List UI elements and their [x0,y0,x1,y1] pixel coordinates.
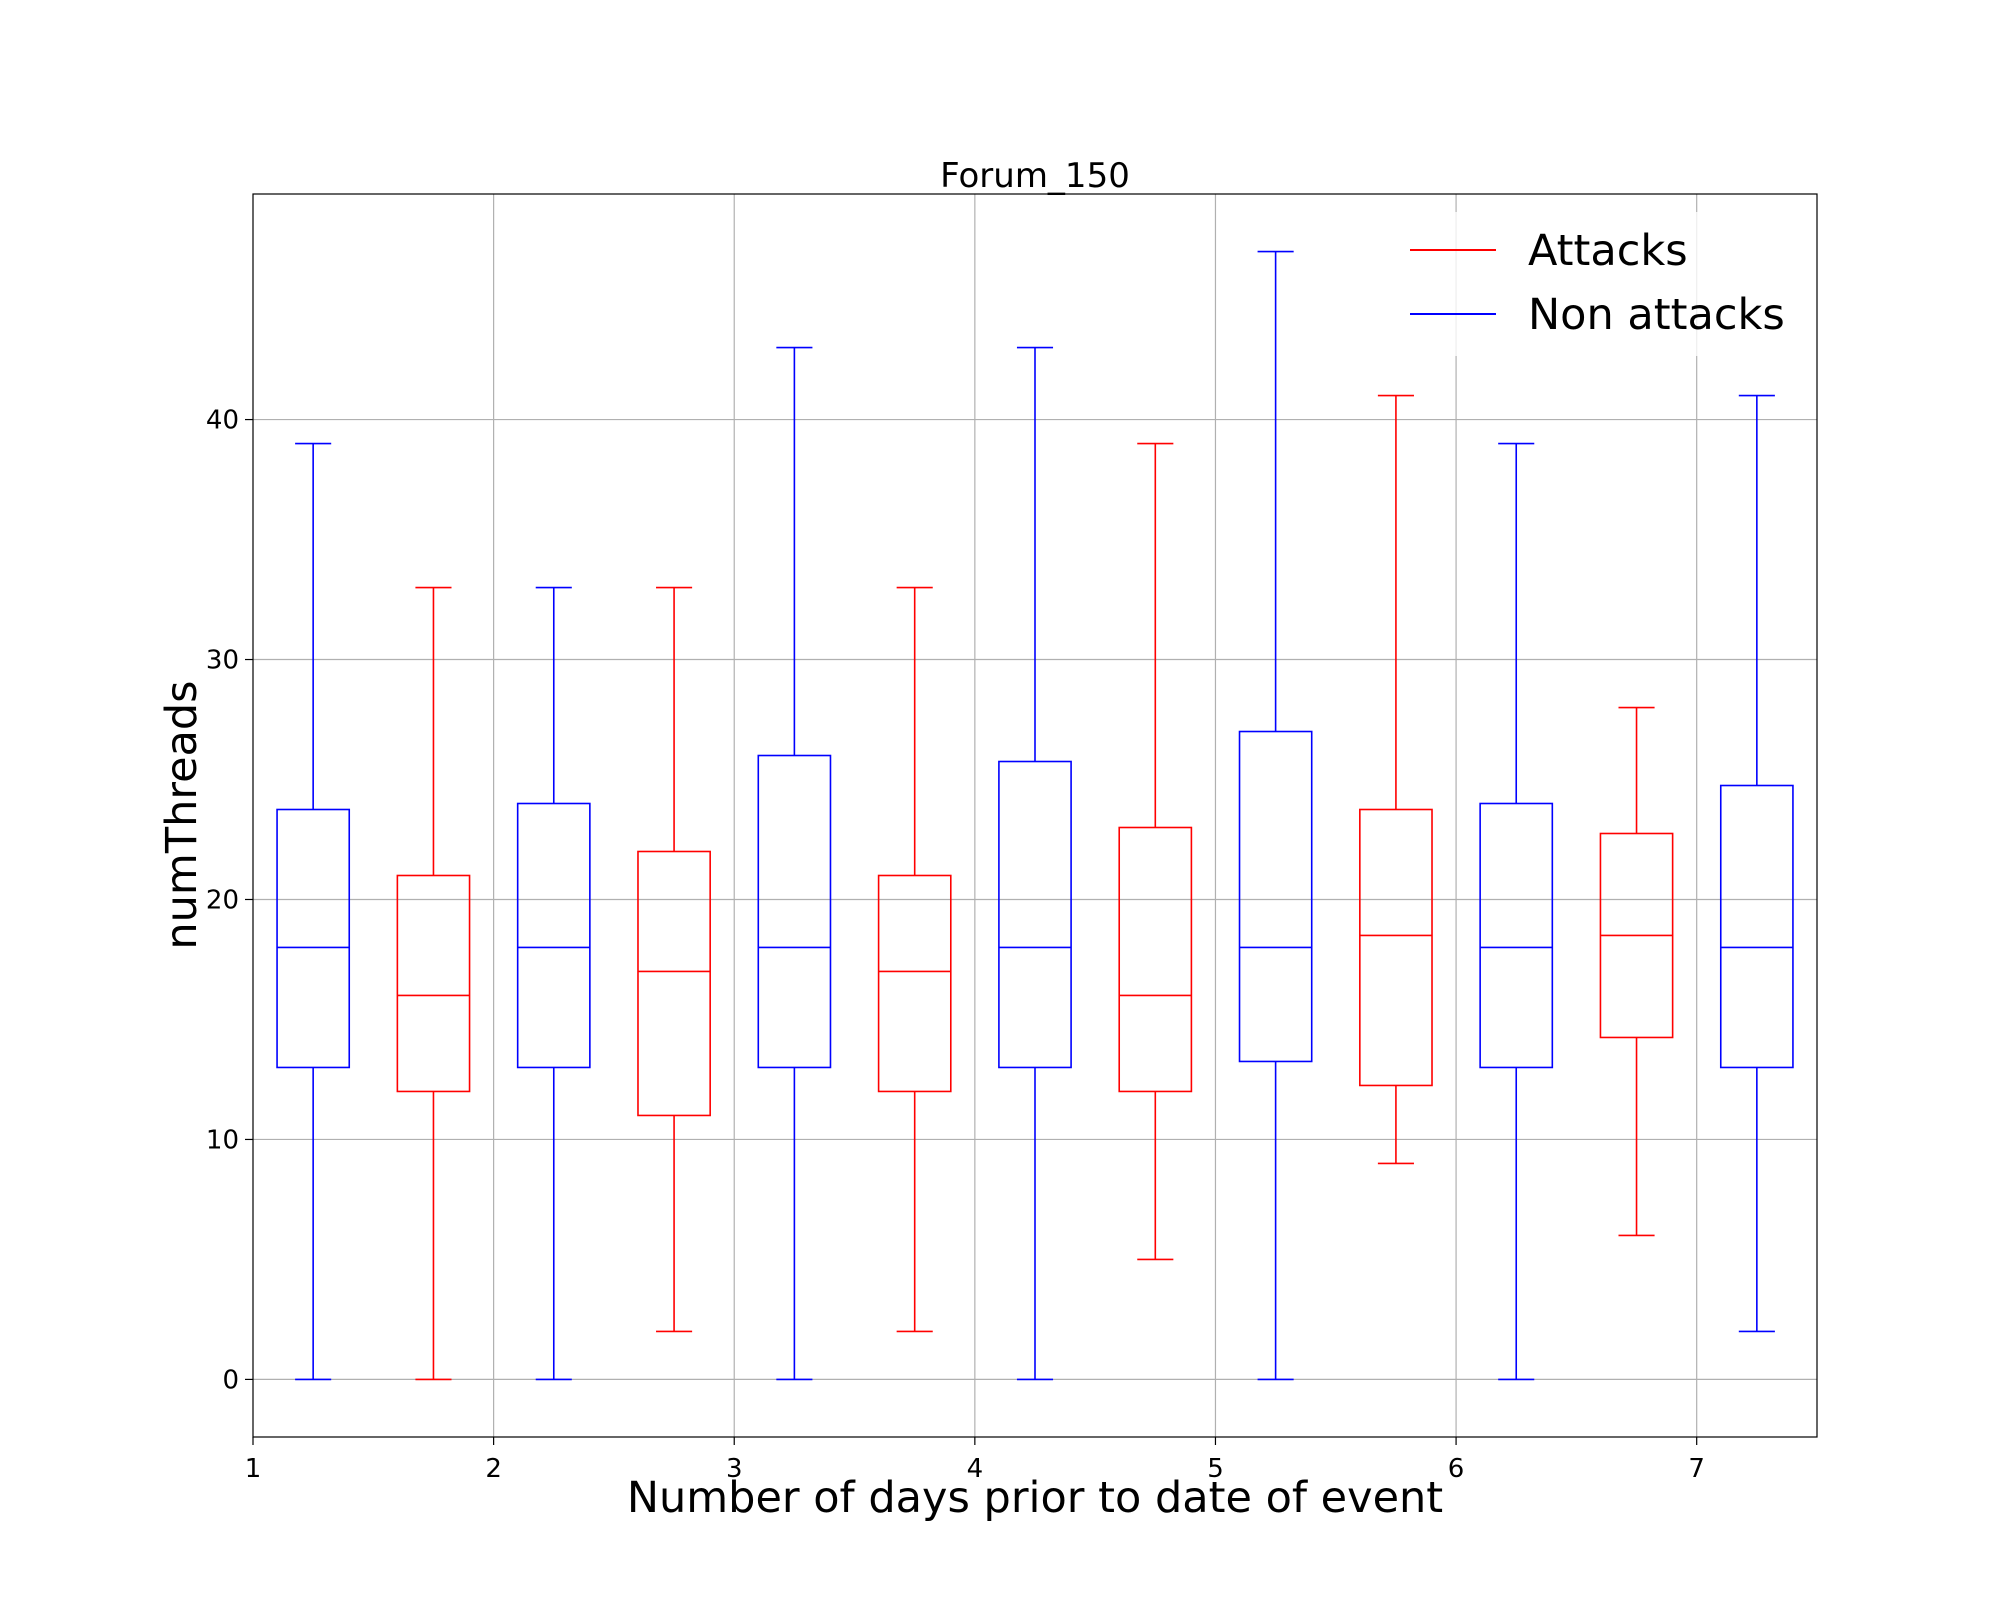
legend-label: Attacks [1528,226,1688,276]
box-iqr [1479,802,1554,1069]
x-axis-label: Number of days prior to date of event [627,1473,1443,1523]
box-iqr [1118,826,1193,1093]
x-tick-label: 1 [245,1454,262,1484]
plot-frame [252,193,1818,1438]
y-tick-label: 30 [206,646,239,676]
box-iqr [637,850,711,1117]
y-tick-label: 0 [222,1365,239,1395]
tick-layer: 1 2 3 4 5 6 7 0 10 20 30 40 [206,406,1705,1484]
box-attacks [396,586,471,1381]
x-tick-label: 6 [1448,1454,1465,1484]
box-attacks [1118,442,1193,1261]
y-tick-label: 10 [206,1125,239,1155]
box-non-attacks [1238,250,1313,1381]
box-attacks [1599,706,1674,1237]
grid-layer [253,194,1817,1437]
box-non-attacks [276,442,351,1381]
box-non-attacks [757,346,832,1381]
box-iqr [516,802,591,1069]
legend-label: Non attacks [1528,290,1785,340]
box-iqr [276,808,351,1069]
box-attacks [637,586,711,1333]
y-axis-label: numThreads [157,680,207,949]
box-non-attacks [998,346,1072,1381]
box-iqr [396,874,471,1093]
box-iqr [1359,808,1433,1087]
legend: Attacks Non attacks [1390,212,1802,356]
y-tick-label: 20 [206,885,239,915]
chart-title: Forum_150 [940,156,1130,196]
x-tick-label: 2 [485,1454,502,1484]
box-attacks [1359,394,1433,1165]
legend-background [1390,212,1802,356]
x-tick-label: 5 [1207,1454,1224,1484]
box-layer [276,250,1794,1381]
y-tick-label: 40 [206,406,239,436]
x-tick-label: 3 [726,1454,743,1484]
box-iqr [1238,730,1313,1063]
x-tick-label: 4 [967,1454,984,1484]
legend-item-attacks: Attacks [1410,226,1688,276]
legend-item-non-attacks: Non attacks [1410,290,1785,340]
box-non-attacks [1719,394,1794,1333]
box-attacks [877,586,952,1333]
box-non-attacks [1479,442,1554,1381]
x-tick-label: 7 [1688,1454,1705,1484]
box-non-attacks [516,586,591,1381]
box-iqr [877,874,952,1093]
box-iqr [998,760,1072,1069]
box-iqr [1719,784,1794,1069]
box-iqr [757,754,832,1069]
